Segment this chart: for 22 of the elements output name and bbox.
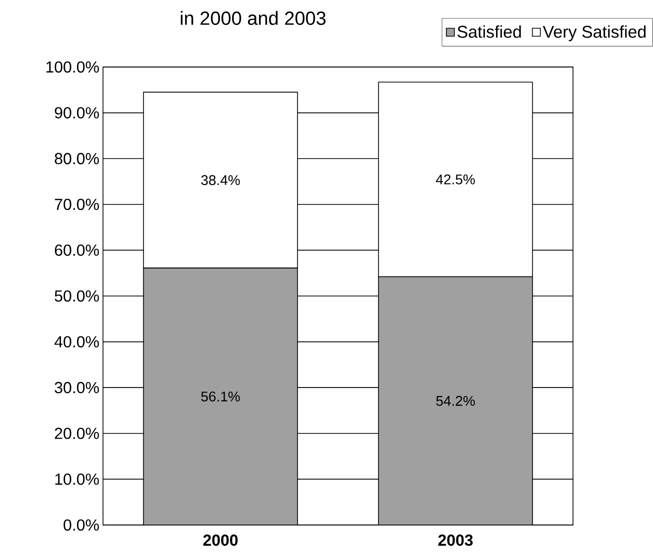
y-tick-label: 40.0%: [54, 336, 99, 348]
y-tick-label: 60.0%: [54, 244, 99, 256]
y-tick-label: 90.0%: [54, 107, 99, 118]
data-label: 56.1%: [201, 392, 240, 402]
y-tick-label: 70.0%: [54, 198, 99, 210]
y-tick-label: 20.0%: [54, 428, 99, 440]
chart-title: in 2000 and 2003: [180, 11, 326, 25]
bar: [378, 276, 533, 525]
legend-label: Very Satisfied: [542, 25, 646, 42]
y-tick-label: 0.0%: [64, 519, 99, 531]
y-tick-label: 80.0%: [54, 152, 99, 164]
y-tick-label: 100.0%: [46, 61, 99, 73]
y-tick-label: 10.0%: [55, 474, 99, 485]
x-tick-label: 2003: [438, 534, 473, 546]
data-label: 38.4%: [201, 175, 240, 186]
legend-label: Satisfied: [458, 25, 521, 38]
bar: [143, 268, 298, 525]
data-label: 54.2%: [436, 396, 475, 406]
x-tick-label: 2000: [203, 534, 238, 546]
data-label: 42.5%: [436, 174, 475, 184]
y-tick-label: 30.0%: [54, 382, 99, 394]
y-tick-label: 50.0%: [54, 290, 99, 302]
